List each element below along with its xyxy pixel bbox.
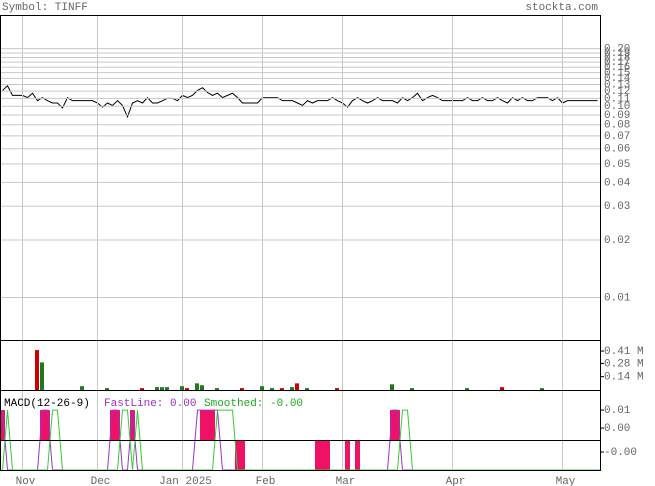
y-tick-label: 0.08 [604, 120, 630, 132]
x-tick-label: Jan 2025 [159, 476, 212, 486]
y-tick-label: 0.09 [604, 110, 630, 122]
volume-bar [215, 388, 219, 390]
volume-frame [0, 340, 601, 391]
x-tick-label: Dec [91, 476, 111, 486]
y-tick-label: 0.10 [604, 101, 630, 113]
y-tick-label: 0.14 M [604, 372, 644, 384]
volume-bar [195, 383, 199, 390]
volume-bar [335, 388, 339, 390]
macd-histogram-bar [0, 410, 5, 441]
y-tick-label: 0.18 [604, 52, 630, 64]
volume-bar [155, 387, 159, 390]
volume-bar [295, 383, 299, 390]
volume-bar [280, 388, 284, 390]
volume-bar [500, 387, 504, 390]
price-plot [2, 84, 598, 119]
x-tick-label: Nov [16, 476, 36, 486]
x-tick-label: May [556, 476, 576, 486]
y-tick-label: 0.11 [604, 93, 631, 105]
symbol: Symbol: TINFF [2, 2, 88, 14]
volume-bar [80, 386, 84, 390]
macd-histogram-bar [355, 440, 360, 470]
macd-histogram-bar [320, 440, 325, 470]
smooth-label: Smoothed: -0.00 [204, 398, 303, 410]
macd-histogram-bar [210, 410, 215, 441]
y-tick-label: 0.02 [604, 235, 630, 247]
macd-histogram-bar [235, 440, 240, 470]
volume-bar [140, 388, 144, 390]
macd-histogram-bar [130, 410, 135, 441]
macd-title: MACD(12-26-9) [4, 398, 90, 410]
volume-bar [540, 388, 544, 390]
y-tick-label: 0.01 [604, 405, 631, 417]
x-tick-label: Mar [336, 476, 356, 486]
y-tick-label: 0.04 [604, 177, 631, 189]
y-tick-label: 0.01 [604, 292, 631, 304]
volume-bar [390, 384, 394, 390]
volume-bar [410, 388, 414, 390]
x-tick-label: Feb [256, 476, 276, 486]
macd-histogram-bar [205, 410, 210, 441]
y-tick-label: 0.03 [604, 201, 630, 213]
y-tick-label: 0.12 [604, 86, 630, 98]
x-tick-label: Apr [446, 476, 466, 486]
y-tick-label: 0.00 [604, 423, 630, 435]
macd-histogram-bar [240, 440, 245, 470]
macd-histogram-bar [315, 440, 320, 470]
price-frame [0, 15, 601, 341]
macd-histogram-bar [115, 410, 120, 441]
y-tick-label: 0.14 [604, 73, 631, 85]
y-tick-label: 0.20 [604, 44, 630, 56]
price-line [2, 84, 598, 119]
macd-plot [0, 409, 600, 470]
y-tick-label: 0.41 M [604, 346, 644, 358]
y-tick-label: 0.15 [604, 67, 630, 79]
volume-bar [270, 388, 274, 390]
macd-histogram-bar [110, 410, 115, 441]
volume-bar [105, 388, 109, 390]
macd-histogram-bar [325, 440, 330, 470]
y-tick-label: 0.17 [604, 57, 630, 69]
macd-histogram-bar [390, 410, 395, 441]
macd-histogram-bar [345, 440, 350, 470]
volume-bar [260, 386, 264, 390]
macd-histogram-bar [200, 410, 205, 441]
volume-bar [465, 388, 469, 390]
volume-bar [290, 387, 294, 390]
y-tick-label: 0.13 [604, 79, 630, 91]
macd-histogram-bar [45, 410, 50, 441]
volume-bar [165, 387, 169, 390]
volume-bar [160, 387, 164, 390]
volume-bar [35, 350, 39, 390]
macd-histogram-bar [395, 410, 400, 441]
fast-label: FastLine: 0.00 [104, 398, 196, 410]
y-tick-label: 0.06 [604, 144, 630, 156]
y-tick-label: 0.16 [604, 62, 630, 74]
volume-bar [40, 362, 44, 390]
y-tick-label: 0.19 [604, 48, 630, 60]
volume-bar [200, 385, 204, 390]
volume-bar [305, 388, 309, 390]
y-tick-label: -0.00 [604, 447, 637, 459]
macd-histogram-bar [40, 410, 45, 441]
y-tick-label: 0.07 [604, 131, 630, 143]
volume-bar [240, 388, 244, 390]
site: stockta.com [525, 2, 598, 14]
y-tick-label: 0.05 [604, 159, 630, 171]
volume-bar [185, 388, 189, 390]
y-tick-label: 0.28 M [604, 358, 644, 370]
volume-bar [180, 386, 184, 390]
macd-frame [0, 390, 601, 471]
